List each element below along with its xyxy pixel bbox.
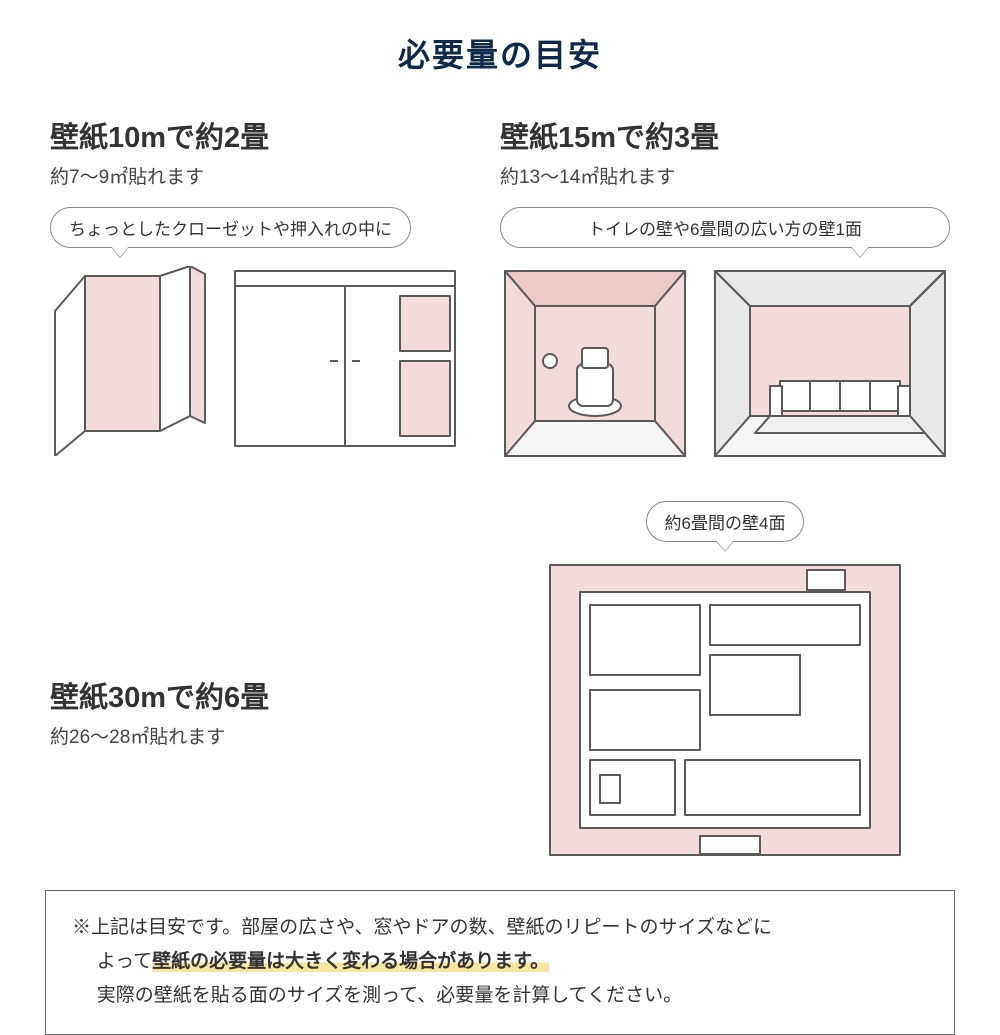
toilet-room-icon <box>500 266 690 461</box>
section-30m-heading: 壁紙30mで約6畳 <box>50 674 470 716</box>
footnote-box: ※上記は目安です。部屋の広さや、窓やドアの数、壁紙のリピートのサイズなどに よっ… <box>45 890 955 1035</box>
footnote-line-3: 実際の壁紙を貼る面のサイズを測って、必要量を計算してください。 <box>72 979 928 1013</box>
section-15m-heading: 壁紙15mで約3畳 <box>500 114 950 156</box>
section-15m-sub: 約13～14㎡貼れます <box>500 162 950 189</box>
footnote-line-1: ※上記は目安です。部屋の広さや、窓やドアの数、壁紙のリピートのサイズなどに <box>72 911 928 945</box>
closet-open-icon <box>50 266 210 456</box>
section-10m-illustrations <box>50 266 470 456</box>
section-30m: 壁紙30mで約6畳 約26～28㎡貼れます <box>50 501 470 860</box>
section-10m-sub: 約7～9㎡貼れます <box>50 162 470 189</box>
section-10m-bubble: ちょっとしたクローゼットや押入れの中に <box>50 207 411 248</box>
section-15m-bubble: トイレの壁や6畳間の広い方の壁1面 <box>500 207 950 248</box>
section-15m-illustrations <box>500 266 950 461</box>
section-10m-heading: 壁紙10mで約2畳 <box>50 114 470 156</box>
living-room-one-wall-icon <box>710 266 950 461</box>
section-30m-sub: 約26～28㎡貼れます <box>50 722 470 749</box>
section-room-4walls: 約6畳間の壁4面 <box>500 501 950 860</box>
sections-grid: 壁紙10mで約2畳 約7～9㎡貼れます ちょっとしたクローゼットや押入れの中に <box>30 114 970 860</box>
section-room-bubble: 約6畳間の壁4面 <box>646 501 805 542</box>
section-10m: 壁紙10mで約2畳 約7～9㎡貼れます ちょっとしたクローゼットや押入れの中に <box>50 114 470 461</box>
section-15m: 壁紙15mで約3畳 約13～14㎡貼れます トイレの壁や6畳間の広い方の壁1面 <box>500 114 950 461</box>
room-floorplan-icon <box>545 560 905 860</box>
footnote-line-2: よって壁紙の必要量は大きく変わる場合があります。 <box>72 945 928 979</box>
closet-sliding-icon <box>230 266 460 456</box>
page-title: 必要量の目安 <box>30 30 970 76</box>
